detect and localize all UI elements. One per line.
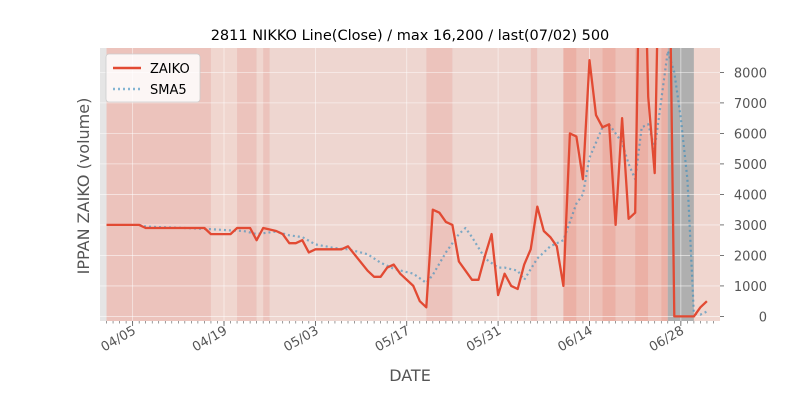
legend-label-zaiko: ZAIKO (150, 62, 190, 77)
shaded-span-4 (263, 48, 270, 321)
y-tick-label: 5000 (734, 158, 767, 173)
shaded-span-3 (256, 48, 264, 321)
x-ticks: 04/05 04/19 05/03 05/17 05/31 06/14 06/28 (99, 321, 714, 355)
y-tick-label: 1000 (734, 280, 767, 295)
shaded-span-5 (269, 48, 427, 321)
x-tick-label: 05/03 (281, 323, 321, 355)
shaded-span-6 (426, 48, 453, 321)
shaded-span-12 (602, 48, 616, 321)
y-axis-label: IPPAN ZAIKO (volume) (74, 98, 93, 275)
y-tick-label: 7000 (734, 97, 767, 112)
series-line-zaiko (106, 48, 708, 318)
shaded-span-8 (530, 48, 538, 321)
shaded-span-9 (537, 48, 564, 321)
x-tick-label: 05/17 (373, 323, 413, 355)
shaded-span-7 (452, 48, 531, 321)
chart-title: 2811 NIKKO Line(Close) / max 16,200 / la… (211, 28, 610, 44)
y-ticks: 0 1000 2000 3000 4000 5000 6000 7000 8000 (720, 66, 767, 325)
x-tick-label: 04/05 (99, 323, 139, 355)
legend: ZAIKO SMA5 (105, 53, 201, 103)
x-tick-label: 06/14 (556, 323, 596, 355)
y-tick-label: 3000 (734, 219, 767, 234)
y-tick-label: 8000 (734, 66, 767, 81)
y-tick-label: 0 (759, 310, 767, 325)
shaded-span-2 (237, 48, 257, 321)
shaded-span-14 (635, 48, 649, 321)
shaded-span-16 (661, 48, 668, 321)
y-tick-label: 6000 (734, 127, 767, 142)
shaded-span-10 (563, 48, 577, 321)
x-tick-label: 06/28 (647, 323, 687, 355)
x-tick-label: 04/19 (190, 323, 230, 355)
y-tick-label: 4000 (734, 188, 767, 203)
shaded-span-15 (648, 48, 662, 321)
shaded-span-18 (693, 48, 720, 321)
x-axis-label: DATE (389, 366, 431, 385)
x-tick-label: 05/31 (464, 323, 504, 355)
y-tick-label: 2000 (734, 249, 767, 264)
legend-label-sma5: SMA5 (150, 83, 187, 98)
series-lines (106, 48, 708, 318)
